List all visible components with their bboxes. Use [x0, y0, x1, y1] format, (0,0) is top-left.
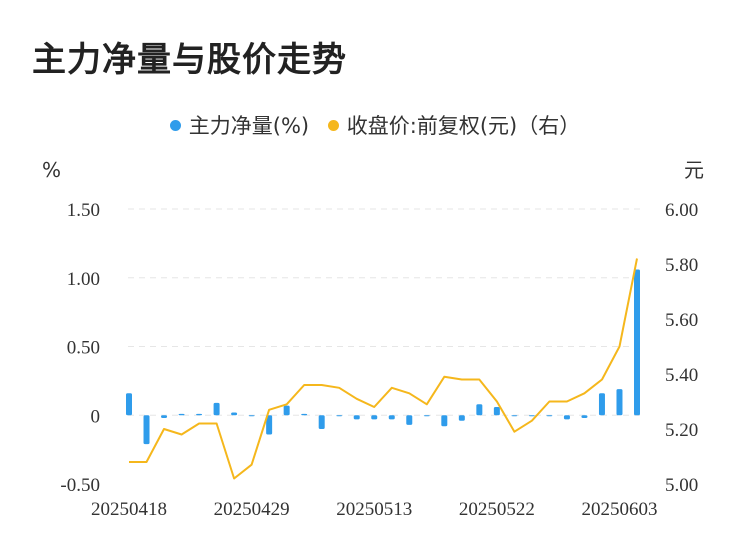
left-axis-tick: 0.50 — [67, 338, 100, 359]
net-volume-bar[interactable] — [528, 415, 535, 417]
net-volume-bar[interactable] — [546, 415, 553, 417]
net-volume-bar[interactable] — [266, 415, 273, 435]
net-volume-bar[interactable] — [283, 405, 290, 416]
close-price-line[interactable] — [129, 258, 638, 480]
net-volume-bar[interactable] — [441, 415, 448, 427]
net-volume-bar[interactable] — [318, 415, 325, 429]
legend-dot-net-volume — [169, 119, 181, 131]
net-volume-bar[interactable] — [231, 412, 238, 416]
net-volume-bar[interactable] — [126, 393, 132, 416]
net-volume-bar[interactable] — [581, 415, 588, 418]
legend-label-net-volume: 主力净量(%) — [188, 114, 310, 138]
net-volume-bar[interactable] — [248, 415, 255, 417]
net-volume-bar[interactable] — [388, 415, 395, 420]
net-volume-bar[interactable] — [493, 407, 500, 416]
net-volume-bar[interactable] — [161, 415, 168, 418]
net-volume-bar[interactable] — [213, 402, 220, 416]
left-axis-tick: 1.00 — [67, 269, 100, 290]
right-axis-tick: 5.80 — [665, 255, 698, 276]
left-axis-tick: 0 — [91, 406, 101, 427]
x-axis-tick: 20250429 — [214, 499, 290, 520]
right-axis-tick: 5.00 — [665, 475, 698, 496]
net-volume-bar[interactable] — [476, 404, 483, 416]
net-volume-bar[interactable] — [353, 415, 360, 420]
legend-item-close-price[interactable]: 收盘价:前复权(元)（右） — [327, 110, 581, 140]
x-axis-tick: 20250522 — [459, 499, 535, 520]
left-axis-tick: -0.50 — [60, 475, 100, 496]
right-axis-tick: 5.40 — [665, 365, 698, 386]
net-volume-bar[interactable] — [511, 415, 518, 417]
net-volume-bar[interactable] — [598, 393, 605, 416]
x-axis-tick: 20250513 — [336, 499, 412, 520]
legend: 主力净量(%) 收盘价:前复权(元)（右） — [0, 110, 750, 140]
legend-label-close-price: 收盘价:前复权(元)（右） — [346, 114, 581, 138]
right-axis-tick: 6.00 — [665, 200, 698, 221]
legend-dot-close-price — [327, 119, 339, 131]
net-volume-bar[interactable] — [143, 415, 150, 445]
net-volume-bar[interactable] — [196, 413, 203, 416]
right-axis-unit: 元 — [684, 158, 704, 182]
x-axis-tick: 20250418 — [91, 499, 167, 520]
net-volume-bar[interactable] — [563, 415, 570, 420]
left-axis-tick: 1.50 — [67, 200, 100, 221]
net-volume-bar[interactable] — [178, 413, 185, 416]
legend-item-net-volume[interactable]: 主力净量(%) — [169, 110, 310, 140]
net-volume-bar[interactable] — [423, 415, 430, 417]
net-volume-bar[interactable] — [616, 389, 623, 416]
x-axis-tick: 20250603 — [581, 499, 657, 520]
net-volume-bar[interactable] — [458, 415, 465, 421]
net-volume-bar[interactable] — [301, 413, 308, 416]
right-axis-tick: 5.20 — [665, 420, 698, 441]
net-volume-bar[interactable] — [406, 415, 413, 425]
left-axis-unit: % — [42, 158, 61, 182]
right-axis-tick: 5.60 — [665, 310, 698, 331]
net-volume-bar[interactable] — [336, 415, 343, 417]
chart-title: 主力净量与股价走势 — [32, 40, 347, 80]
net-volume-bar[interactable] — [634, 269, 640, 416]
net-volume-bar[interactable] — [371, 415, 378, 420]
